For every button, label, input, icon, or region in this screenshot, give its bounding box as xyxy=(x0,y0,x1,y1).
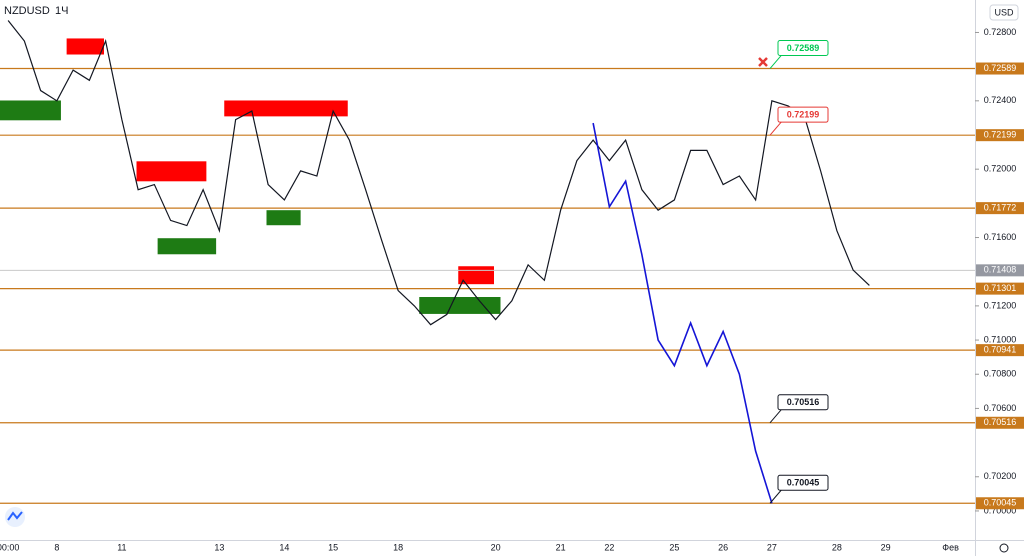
level-box xyxy=(976,129,1024,142)
x-tick-label: 00:00 xyxy=(0,542,19,552)
currency-label: USD xyxy=(994,7,1014,17)
level-box xyxy=(976,282,1024,295)
settings-icon[interactable] xyxy=(999,543,1009,553)
delete-marker xyxy=(758,57,768,67)
x-tick-label: 20 xyxy=(491,542,501,552)
x-tick-label: 11 xyxy=(117,542,126,552)
interval[interactable]: 1Ч xyxy=(55,5,68,17)
logo[interactable] xyxy=(5,507,25,527)
x-tick-label: Фев xyxy=(942,542,959,552)
callout-pointer xyxy=(769,408,783,424)
x-tick-label: 27 xyxy=(767,542,777,552)
x-tick-label: 21 xyxy=(556,542,566,552)
x-tick-label: 8 xyxy=(54,542,59,552)
y-tick-label: 0.70000 xyxy=(984,505,1017,515)
callout-label: 0.70045 xyxy=(787,478,820,488)
zone xyxy=(157,238,217,255)
current-price-label: 0.71408 xyxy=(984,265,1017,275)
callout-box xyxy=(777,394,829,411)
x-tick-label: 29 xyxy=(881,542,891,552)
y-tick-label: 0.70200 xyxy=(984,471,1017,481)
callout-box xyxy=(777,106,829,123)
callout-box xyxy=(777,474,829,491)
level-label: 0.70045 xyxy=(984,498,1017,508)
x-tick-label: 26 xyxy=(718,542,728,552)
level-box xyxy=(976,62,1024,75)
x-tick-label: 18 xyxy=(393,542,403,552)
zone xyxy=(136,161,207,182)
callout-label: 0.72199 xyxy=(787,110,820,120)
x-tick-label: 25 xyxy=(669,542,679,552)
y-tick-label: 0.72000 xyxy=(984,164,1017,174)
y-tick-label: 0.70600 xyxy=(984,403,1017,413)
level-label: 0.71772 xyxy=(984,203,1017,213)
callout-label: 0.70516 xyxy=(787,397,820,407)
level-box xyxy=(976,497,1024,510)
callout-label: 0.72589 xyxy=(787,43,820,53)
level-box xyxy=(976,344,1024,357)
level-label: 0.72589 xyxy=(984,63,1017,73)
x-tick-label: 13 xyxy=(214,542,224,552)
zone xyxy=(66,38,104,55)
y-tick-label: 0.71200 xyxy=(984,300,1017,310)
callout-box xyxy=(777,40,829,57)
level-label: 0.71301 xyxy=(984,283,1017,293)
x-tick-label: 14 xyxy=(279,542,289,552)
zone xyxy=(0,100,61,121)
x-tick-label: 22 xyxy=(604,542,614,552)
x-tick-label: 28 xyxy=(832,542,842,552)
y-tick-label: 0.72400 xyxy=(984,95,1017,105)
current-price-box xyxy=(976,264,1024,277)
y-tick-label: 0.70800 xyxy=(984,369,1017,379)
callout-pointer xyxy=(769,54,783,69)
zone xyxy=(266,210,301,226)
level-label: 0.70516 xyxy=(984,417,1017,427)
projection-line xyxy=(592,122,773,504)
currency-button[interactable] xyxy=(989,4,1019,21)
y-tick-label: 0.71000 xyxy=(984,334,1017,344)
symbol: NZDUSD xyxy=(4,5,50,17)
zone xyxy=(224,100,348,117)
level-box xyxy=(976,202,1024,215)
y-tick-label: 0.71600 xyxy=(984,232,1017,242)
level-box xyxy=(976,416,1024,429)
price-line xyxy=(7,20,870,326)
callout-pointer xyxy=(769,120,783,136)
y-tick-label: 0.72800 xyxy=(984,27,1017,37)
level-label: 0.72199 xyxy=(984,130,1017,140)
callout-pointer xyxy=(769,488,783,504)
x-tick-label: 15 xyxy=(328,542,338,552)
level-label: 0.70941 xyxy=(984,345,1017,355)
